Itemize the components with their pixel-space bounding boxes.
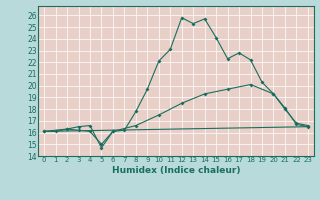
X-axis label: Humidex (Indice chaleur): Humidex (Indice chaleur) — [112, 166, 240, 175]
